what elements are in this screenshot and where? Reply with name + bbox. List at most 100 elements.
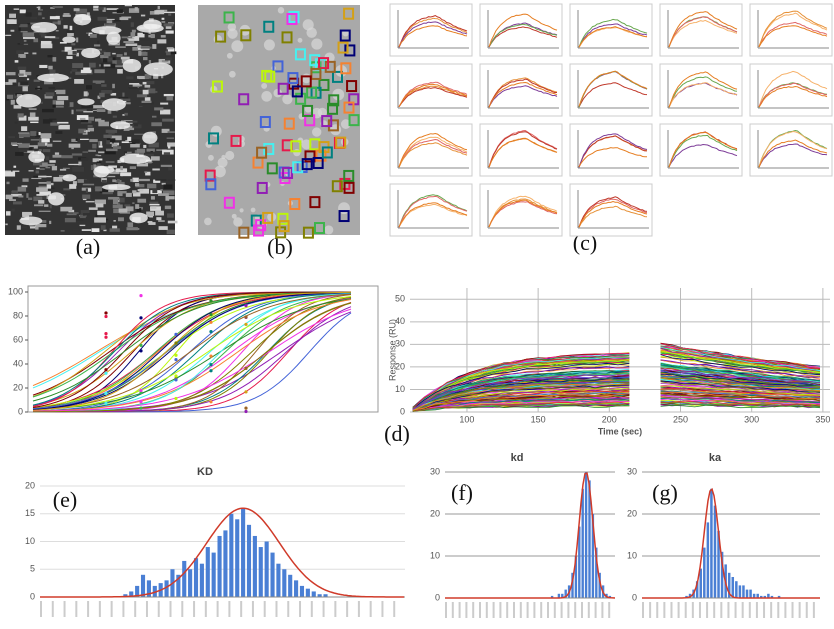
y-tick-label: 10 xyxy=(395,384,405,394)
data-point xyxy=(209,330,213,334)
image-texture xyxy=(116,199,121,203)
panel-label: (g) xyxy=(652,480,678,505)
image-texture xyxy=(122,114,125,116)
image-texture xyxy=(68,50,73,53)
image-texture xyxy=(139,37,151,41)
data-point xyxy=(244,390,248,394)
x-tick-stub xyxy=(727,602,730,618)
bar xyxy=(305,588,310,597)
roi-box xyxy=(302,226,314,239)
image-texture xyxy=(20,39,24,45)
image-texture xyxy=(153,179,161,183)
image-texture xyxy=(23,150,35,153)
image-texture xyxy=(168,13,172,16)
x-tick-label: 200 xyxy=(602,414,617,424)
image-texture xyxy=(101,178,107,182)
sensorgram xyxy=(412,401,821,412)
image-texture xyxy=(137,45,142,49)
x-tick-stub xyxy=(684,602,687,618)
bar xyxy=(695,581,699,598)
image-texture xyxy=(67,33,74,37)
image-texture xyxy=(32,52,37,55)
image-texture xyxy=(105,148,118,152)
image-texture xyxy=(22,40,27,42)
fit-curve xyxy=(32,296,352,411)
image-texture xyxy=(135,204,140,209)
fit-curve xyxy=(445,472,616,599)
x-tick-stub xyxy=(574,602,577,618)
x-tick-stub xyxy=(755,602,758,618)
bar xyxy=(731,577,735,598)
image-texture xyxy=(18,27,21,31)
image-texture xyxy=(63,13,70,16)
image-texture xyxy=(57,20,61,25)
image-texture xyxy=(130,32,136,37)
roi-box xyxy=(262,211,274,224)
image-texture xyxy=(154,10,165,15)
image-texture xyxy=(144,73,152,79)
image-texture xyxy=(39,31,45,36)
image-texture xyxy=(143,153,154,157)
x-tick-stub xyxy=(698,602,701,618)
roi-box xyxy=(253,224,265,237)
mini-curve xyxy=(488,137,558,168)
image-texture xyxy=(19,9,26,14)
image-texture xyxy=(76,52,79,57)
roi-box xyxy=(331,180,343,193)
image-texture xyxy=(29,112,36,118)
image-texture xyxy=(80,157,89,161)
image-texture xyxy=(42,194,49,199)
cell xyxy=(225,150,235,161)
data-point xyxy=(139,388,143,392)
x-tick-stub xyxy=(369,601,372,617)
image-texture xyxy=(16,94,23,98)
image-texture xyxy=(122,92,125,97)
image-texture xyxy=(73,229,79,231)
cell xyxy=(324,225,334,235)
image-texture xyxy=(49,160,56,163)
x-tick-stub xyxy=(748,602,751,618)
image-texture xyxy=(127,151,132,154)
data-point xyxy=(139,349,143,353)
image-texture xyxy=(130,22,134,27)
image-texture xyxy=(99,64,111,67)
image-texture xyxy=(105,175,116,178)
image-texture xyxy=(75,8,88,14)
image-texture xyxy=(167,142,175,147)
image-texture xyxy=(92,80,105,83)
cell xyxy=(226,52,233,59)
mini-curve xyxy=(398,15,468,47)
sensorgram xyxy=(412,385,821,411)
x-tick-label: 150 xyxy=(531,414,546,424)
data-point xyxy=(104,368,108,372)
image-texture xyxy=(108,196,120,200)
x-tick-stub xyxy=(805,602,808,618)
image-texture xyxy=(85,188,88,194)
image-texture xyxy=(47,11,56,17)
roi-box xyxy=(263,143,275,156)
image-texture xyxy=(110,65,123,68)
image-texture xyxy=(57,121,69,124)
image-texture xyxy=(150,196,155,200)
image-texture xyxy=(98,7,104,10)
image-texture xyxy=(7,94,14,99)
mini-curve xyxy=(578,135,647,168)
image-texture xyxy=(155,179,167,181)
image-texture xyxy=(69,184,77,189)
image-texture xyxy=(137,32,145,38)
bar xyxy=(760,595,763,598)
x-tick-stub xyxy=(263,601,266,617)
image-texture xyxy=(29,225,37,229)
data-point xyxy=(244,304,248,308)
image-texture xyxy=(162,149,174,155)
sensorgram xyxy=(412,359,821,410)
mini-curve xyxy=(758,143,828,168)
image-texture xyxy=(103,134,112,138)
image-texture xyxy=(27,23,31,25)
image-texture xyxy=(134,133,146,135)
bar xyxy=(770,595,774,598)
cell xyxy=(227,22,237,32)
image-texture xyxy=(22,178,29,182)
image-texture xyxy=(35,226,39,230)
image-texture xyxy=(45,167,51,169)
